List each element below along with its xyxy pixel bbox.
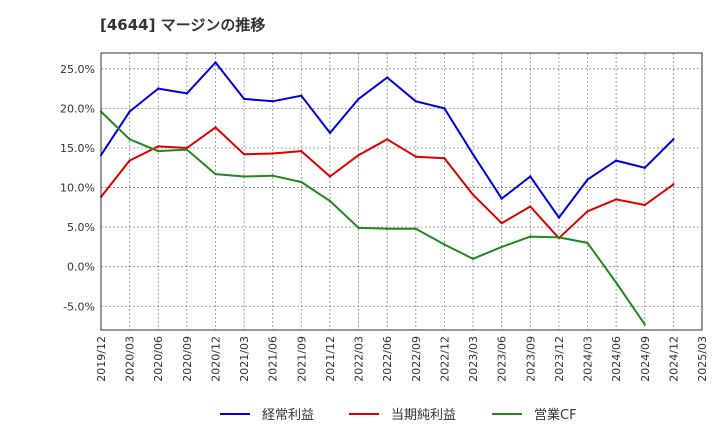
data-point <box>328 175 332 178</box>
data-point <box>443 107 446 110</box>
chart-title: [4644] マージンの推移 <box>100 16 266 34</box>
x-tick-label: 2020/09 <box>181 336 194 382</box>
data-point <box>328 131 332 135</box>
y-tick-label: 20.0% <box>60 102 95 115</box>
y-tick-label: 15.0% <box>60 142 95 155</box>
data-point <box>414 227 418 230</box>
data-point <box>242 97 246 101</box>
data-point <box>214 61 217 64</box>
x-tick-label: 2025/03 <box>696 336 709 382</box>
data-point <box>328 199 332 203</box>
data-point <box>614 281 618 284</box>
data-point <box>357 226 360 230</box>
data-point <box>471 153 475 156</box>
x-tick-label: 2020/03 <box>124 336 137 382</box>
grid <box>100 53 703 330</box>
x-tick-label: 2024/12 <box>667 336 680 382</box>
data-point <box>414 100 418 103</box>
y-tick-label: 10.0% <box>60 182 95 195</box>
data-point <box>471 257 475 260</box>
data-point <box>157 149 160 153</box>
x-tick-label: 2023/12 <box>553 336 566 382</box>
data-point <box>385 227 389 230</box>
data-point <box>614 159 618 162</box>
x-tick-label: 2021/09 <box>295 336 308 382</box>
data-point <box>242 175 246 178</box>
x-tick-label: 2019/12 <box>95 336 108 382</box>
x-tick-label: 2023/09 <box>524 336 537 382</box>
data-point <box>128 110 131 113</box>
y-tick-label: -5.0% <box>63 300 95 313</box>
data-point <box>271 174 274 177</box>
data-point <box>529 175 532 178</box>
data-point <box>271 152 274 155</box>
data-point <box>500 197 503 200</box>
data-point <box>128 159 131 162</box>
x-tick-label: 2022/09 <box>410 336 423 382</box>
x-tick-label: 2024/09 <box>639 336 652 382</box>
data-point <box>157 87 160 90</box>
data-point <box>357 97 360 101</box>
x-tick-label: 2021/12 <box>324 336 337 382</box>
data-point <box>529 235 532 238</box>
data-point <box>300 94 303 97</box>
x-tick-label: 2024/03 <box>582 336 595 382</box>
data-point <box>214 172 217 176</box>
plot-frame <box>100 52 703 331</box>
legend: 経常利益 当期純利益 営業CF <box>220 407 577 423</box>
x-tick-label: 2024/06 <box>610 336 623 382</box>
data-point <box>500 221 503 225</box>
data-point <box>586 210 589 213</box>
data-point <box>643 323 646 326</box>
x-tick-label: 2021/06 <box>267 336 280 382</box>
data-point <box>586 178 589 181</box>
data-point <box>443 243 446 246</box>
x-tick-label: 2022/03 <box>353 336 366 382</box>
x-tick-label: 2023/06 <box>496 336 509 382</box>
x-tick-label: 2020/06 <box>152 336 165 382</box>
legend-label: 営業CF <box>534 407 577 423</box>
x-tick-label: 2021/03 <box>238 336 251 382</box>
data-point <box>557 236 561 239</box>
data-point <box>128 138 131 141</box>
data-point <box>443 157 446 160</box>
legend-label: 当期純利益 <box>391 408 456 423</box>
legend-label: 経常利益 <box>262 408 314 423</box>
y-tick-label: 5.0% <box>67 221 95 234</box>
data-point <box>242 153 246 156</box>
data-point <box>414 155 418 158</box>
data-point <box>672 183 675 186</box>
data-point <box>557 216 561 219</box>
data-point <box>586 241 589 245</box>
data-point <box>643 203 646 207</box>
series-line-2 <box>100 110 646 326</box>
data-point <box>529 205 532 208</box>
data-point <box>672 138 675 141</box>
data-point <box>300 149 303 153</box>
data-point <box>471 193 475 196</box>
data-point <box>271 100 274 103</box>
x-tick-label: 2022/12 <box>438 336 451 382</box>
x-tick-label: 2020/12 <box>209 336 222 382</box>
data-point <box>643 166 646 169</box>
x-tick-label: 2023/03 <box>467 336 480 382</box>
series-lines <box>99 61 675 326</box>
data-point <box>157 145 160 148</box>
data-point <box>300 180 303 184</box>
y-tick-label: 25.0% <box>60 63 95 76</box>
data-point <box>214 126 217 129</box>
x-tick-label: 2022/06 <box>381 336 394 382</box>
data-point <box>185 92 189 95</box>
x-axis-ticks: 2019/12 2020/03 2020/06 2020/09 2020/12 2021/… <box>95 336 709 382</box>
data-point <box>385 138 389 141</box>
data-point <box>357 153 360 157</box>
data-point <box>500 245 503 249</box>
data-point <box>614 198 618 201</box>
y-axis-ticks: 25.0% 20.0% 15.0% 10.0% 5.0% 0.0% -5.0% <box>60 63 95 313</box>
y-tick-label: 0.0% <box>67 261 95 274</box>
data-point <box>385 76 389 79</box>
data-point <box>185 148 189 151</box>
